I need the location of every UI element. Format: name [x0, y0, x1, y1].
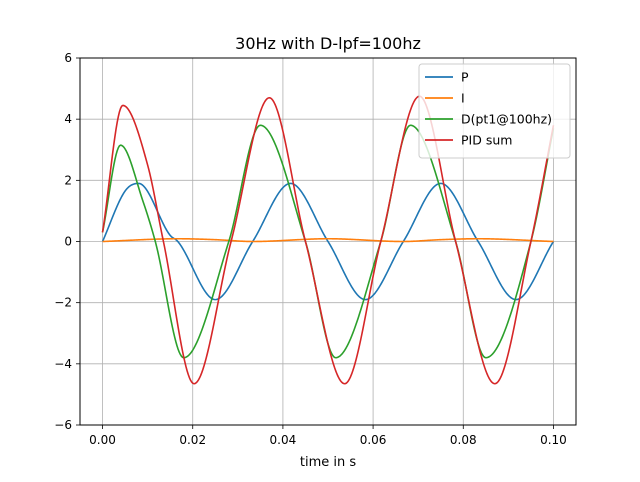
series-line-1	[101, 182, 555, 301]
x-tick-label: 0.04	[270, 433, 297, 447]
series-line-4	[101, 95, 555, 385]
legend: PI D(pt1@100hz) PID sum	[418, 63, 571, 159]
legend-label: P	[461, 70, 469, 85]
series-layer	[101, 95, 555, 385]
x-tick-label: 0.10	[540, 433, 567, 447]
chart-title: 30Hz with D-lpf=100hz	[235, 34, 421, 53]
legend-label: I	[461, 91, 465, 106]
x-tick-label: 0.08	[450, 433, 477, 447]
y-tick-label: 6	[64, 51, 72, 65]
legend-label: D(pt1@100hz)	[461, 112, 552, 127]
y-tick-label: 2	[64, 173, 72, 187]
legend-box	[418, 63, 571, 159]
legend-label: PID sum	[461, 133, 512, 148]
x-tick-label: 0.02	[179, 433, 206, 447]
series-line-2	[102, 237, 554, 243]
x-tick-label: 0.00	[89, 433, 116, 447]
y-tick-label: −6	[54, 418, 72, 432]
x-axis-label: time in s	[300, 455, 356, 470]
y-tick-label: −4	[54, 357, 72, 371]
y-tick-label: 0	[64, 235, 72, 249]
y-tick-label: 4	[64, 112, 72, 126]
x-tick-label: 0.06	[360, 433, 387, 447]
axis-ticks: 0.00 0.02 0.04 0.06 0.08 0.10 −6 −4 −2 0 2 4 6	[54, 51, 567, 447]
y-tick-label: −2	[54, 296, 72, 310]
